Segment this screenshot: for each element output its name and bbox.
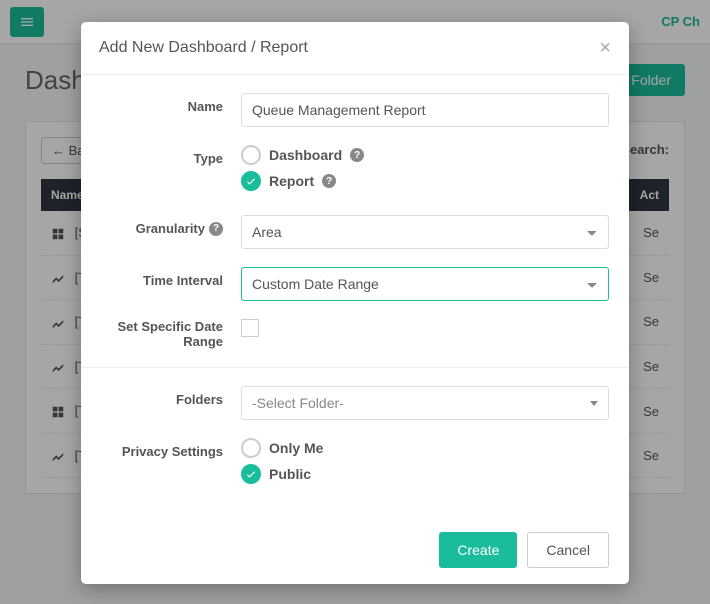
name-input[interactable] (241, 93, 609, 127)
granularity-select[interactable]: Area (241, 215, 609, 249)
modal-title: Add New Dashboard / Report (99, 39, 308, 57)
label-date-range: Set Specific Date Range (101, 319, 241, 349)
type-report-radio[interactable] (241, 171, 261, 191)
create-button[interactable]: Create (439, 532, 517, 568)
label-time-interval: Time Interval (101, 267, 241, 288)
cancel-button[interactable]: Cancel (527, 532, 609, 568)
label-name: Name (101, 93, 241, 114)
label-folders: Folders (101, 386, 241, 407)
date-range-checkbox[interactable] (241, 319, 259, 337)
modal-footer: Create Cancel (81, 516, 629, 584)
add-dashboard-modal: Add New Dashboard / Report × Name Type D… (81, 22, 629, 584)
help-icon[interactable]: ? (209, 222, 223, 236)
type-dashboard-radio[interactable] (241, 145, 261, 165)
privacy-public-radio[interactable] (241, 464, 261, 484)
type-report-label: Report (269, 173, 314, 189)
time-interval-select[interactable]: Custom Date Range (241, 267, 609, 301)
modal-header: Add New Dashboard / Report × (81, 22, 629, 74)
divider (81, 367, 629, 368)
modal-body: Name Type Dashboard ? (81, 74, 629, 516)
folder-select[interactable]: -Select Folder- (241, 386, 609, 420)
check-icon (245, 175, 257, 187)
privacy-public-label: Public (269, 466, 311, 482)
privacy-onlyme-label: Only Me (269, 440, 323, 456)
label-privacy: Privacy Settings (101, 438, 241, 459)
label-type: Type (101, 145, 241, 166)
modal-overlay: Add New Dashboard / Report × Name Type D… (0, 0, 710, 604)
check-icon (245, 468, 257, 480)
help-icon[interactable]: ? (322, 174, 336, 188)
privacy-onlyme-radio[interactable] (241, 438, 261, 458)
chevron-down-icon (590, 401, 598, 406)
close-icon[interactable]: × (599, 38, 611, 58)
type-dashboard-label: Dashboard (269, 147, 342, 163)
help-icon[interactable]: ? (350, 148, 364, 162)
folder-placeholder: -Select Folder- (252, 395, 344, 411)
label-granularity: Granularity ? (101, 215, 241, 236)
